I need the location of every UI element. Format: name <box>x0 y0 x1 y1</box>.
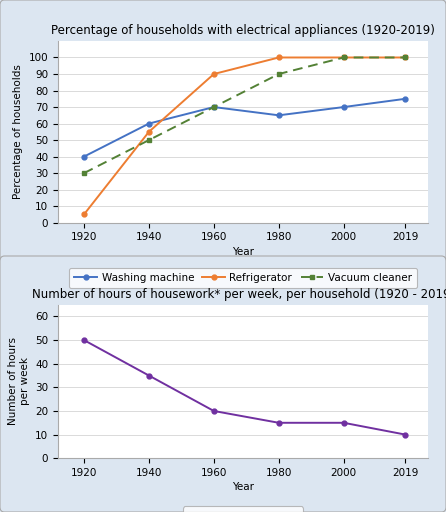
Line: Vacuum cleaner: Vacuum cleaner <box>82 55 408 176</box>
Hours per week <box>403 432 408 438</box>
Vacuum cleaner <box>341 54 347 60</box>
Hours per week <box>81 337 87 343</box>
Washing machine <box>211 104 216 110</box>
Hours per week <box>341 420 347 426</box>
Vacuum cleaner <box>276 71 281 77</box>
Refrigerator <box>146 129 152 135</box>
Line: Refrigerator: Refrigerator <box>82 55 408 217</box>
Washing machine <box>341 104 347 110</box>
Legend: Hours per week: Hours per week <box>183 506 303 512</box>
Vacuum cleaner <box>146 137 152 143</box>
Y-axis label: Number of hours
per week: Number of hours per week <box>8 337 29 425</box>
Y-axis label: Percentage of households: Percentage of households <box>13 65 23 199</box>
Washing machine <box>146 120 152 126</box>
Legend: Washing machine, Refrigerator, Vacuum cleaner: Washing machine, Refrigerator, Vacuum cl… <box>69 268 417 288</box>
Refrigerator <box>211 71 216 77</box>
Line: Washing machine: Washing machine <box>82 96 408 159</box>
Refrigerator <box>276 54 281 60</box>
Hours per week <box>146 372 152 378</box>
X-axis label: Year: Year <box>232 482 254 492</box>
Title: Number of hours of housework* per week, per household (1920 - 2019): Number of hours of housework* per week, … <box>32 288 446 301</box>
Refrigerator <box>81 211 87 218</box>
Vacuum cleaner <box>81 170 87 176</box>
Vacuum cleaner <box>211 104 216 110</box>
X-axis label: Year: Year <box>232 247 254 257</box>
Refrigerator <box>403 54 408 60</box>
Line: Hours per week: Hours per week <box>82 337 408 437</box>
Vacuum cleaner <box>403 54 408 60</box>
Washing machine <box>403 96 408 102</box>
Washing machine <box>276 112 281 118</box>
Hours per week <box>211 408 216 414</box>
Refrigerator <box>341 54 347 60</box>
Title: Percentage of households with electrical appliances (1920-2019): Percentage of households with electrical… <box>51 24 435 37</box>
Hours per week <box>276 420 281 426</box>
Washing machine <box>81 154 87 160</box>
